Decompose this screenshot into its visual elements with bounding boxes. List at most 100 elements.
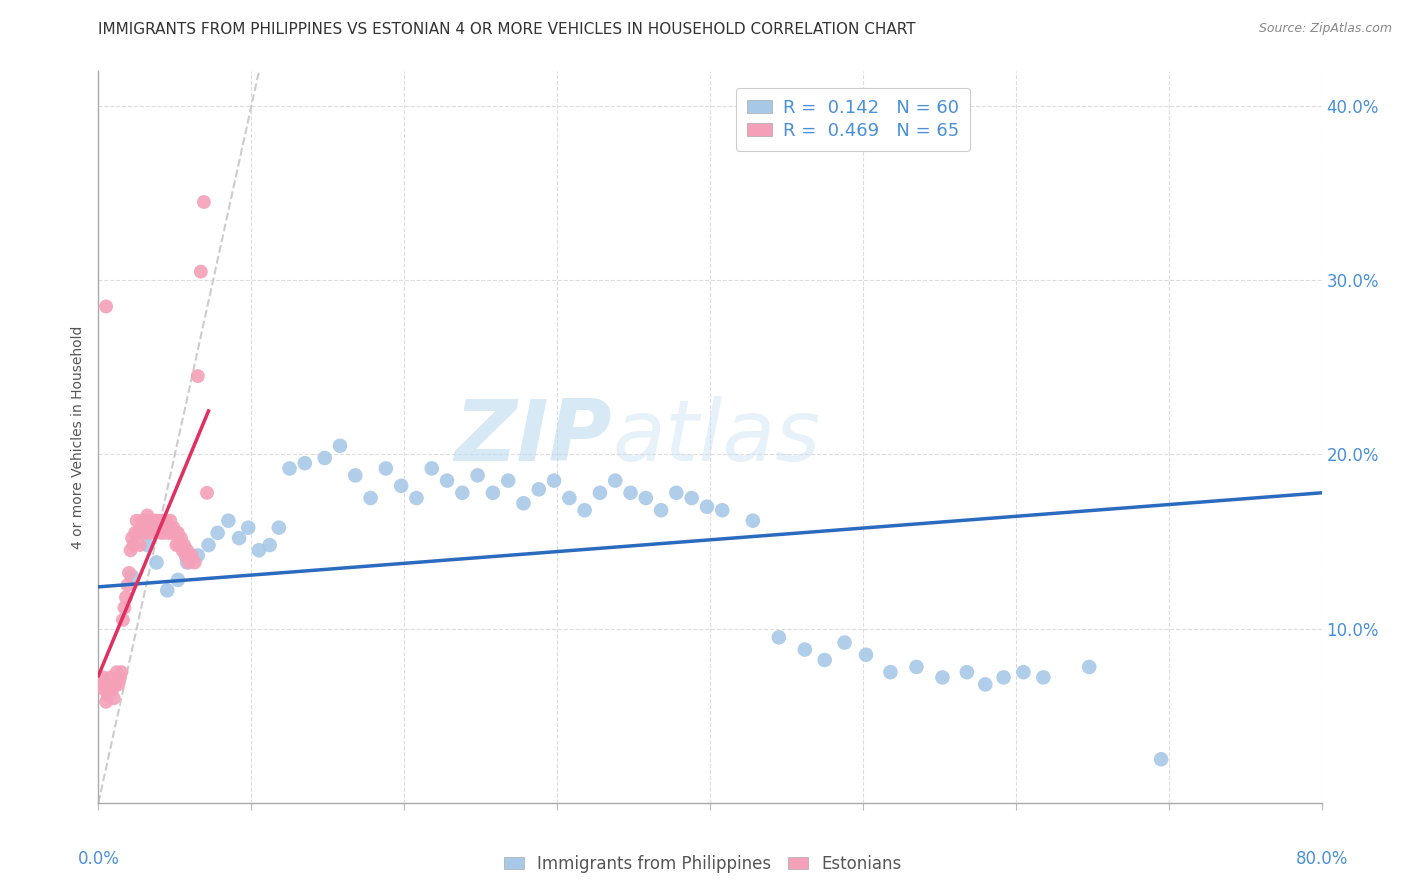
- Point: [93, 682, 115, 697]
- Point: [145, 514, 167, 528]
- Point: [558, 491, 581, 505]
- Point: [142, 514, 165, 528]
- Point: [173, 538, 195, 552]
- Point: [129, 521, 152, 535]
- Point: [115, 591, 138, 605]
- Point: [180, 549, 202, 563]
- Point: [104, 677, 127, 691]
- Point: [94, 695, 117, 709]
- Point: [741, 514, 763, 528]
- Point: [650, 503, 672, 517]
- Point: [165, 538, 187, 552]
- Text: 80.0%: 80.0%: [1295, 850, 1348, 868]
- Point: [1012, 665, 1035, 680]
- Point: [543, 474, 565, 488]
- Point: [184, 556, 207, 570]
- Point: [103, 691, 125, 706]
- Y-axis label: 4 or more Vehicles in Household: 4 or more Vehicles in Household: [72, 326, 86, 549]
- Point: [110, 665, 132, 680]
- Point: [167, 573, 190, 587]
- Point: [125, 514, 148, 528]
- Point: [187, 369, 209, 384]
- Point: [879, 665, 901, 680]
- Point: [294, 456, 316, 470]
- Point: [177, 556, 200, 570]
- Point: [344, 468, 367, 483]
- Point: [156, 521, 179, 535]
- Point: [163, 525, 186, 540]
- Point: [121, 569, 143, 583]
- Point: [267, 521, 290, 535]
- Point: [374, 461, 396, 475]
- Text: 0.0%: 0.0%: [77, 850, 120, 868]
- Text: Source: ZipAtlas.com: Source: ZipAtlas.com: [1258, 22, 1392, 36]
- Point: [105, 665, 128, 680]
- Point: [814, 653, 837, 667]
- Point: [118, 566, 141, 580]
- Point: [150, 525, 173, 540]
- Point: [136, 538, 159, 552]
- Point: [956, 665, 979, 680]
- Point: [278, 461, 301, 475]
- Point: [974, 677, 997, 691]
- Point: [1032, 670, 1054, 684]
- Legend: Immigrants from Philippines, Estonians: Immigrants from Philippines, Estonians: [498, 848, 908, 880]
- Point: [696, 500, 718, 514]
- Point: [405, 491, 427, 505]
- Point: [101, 682, 124, 697]
- Point: [389, 479, 412, 493]
- Point: [228, 531, 250, 545]
- Point: [112, 600, 135, 615]
- Point: [993, 670, 1015, 684]
- Point: [169, 538, 191, 552]
- Point: [1150, 752, 1173, 766]
- Point: [97, 688, 120, 702]
- Point: [94, 300, 117, 314]
- Point: [217, 514, 239, 528]
- Point: [467, 468, 489, 483]
- Point: [711, 503, 734, 517]
- Text: atlas: atlas: [612, 395, 820, 479]
- Point: [167, 525, 190, 540]
- Point: [139, 514, 162, 528]
- Point: [159, 514, 181, 528]
- Point: [162, 521, 184, 535]
- Point: [187, 549, 209, 563]
- Point: [100, 670, 122, 684]
- Point: [190, 265, 212, 279]
- Point: [91, 670, 114, 684]
- Point: [482, 485, 505, 500]
- Point: [135, 514, 157, 528]
- Point: [132, 514, 155, 528]
- Point: [207, 525, 229, 540]
- Point: [193, 194, 215, 209]
- Point: [134, 525, 156, 540]
- Point: [527, 483, 550, 497]
- Text: IMMIGRANTS FROM PHILIPPINES VS ESTONIAN 4 OR MORE VEHICLES IN HOUSEHOLD CORRELAT: IMMIGRANTS FROM PHILIPPINES VS ESTONIAN …: [98, 22, 917, 37]
- Point: [170, 531, 193, 545]
- Point: [145, 556, 167, 570]
- Point: [152, 514, 174, 528]
- Point: [157, 525, 180, 540]
- Point: [153, 525, 176, 540]
- Point: [451, 485, 474, 500]
- Point: [1078, 660, 1101, 674]
- Point: [121, 531, 143, 545]
- Point: [197, 538, 219, 552]
- Point: [172, 543, 194, 558]
- Point: [605, 474, 627, 488]
- Point: [128, 538, 150, 552]
- Point: [905, 660, 928, 674]
- Point: [931, 670, 953, 684]
- Point: [117, 578, 139, 592]
- Point: [174, 549, 197, 563]
- Point: [124, 525, 146, 540]
- Point: [665, 485, 688, 500]
- Point: [176, 556, 198, 570]
- Point: [360, 491, 382, 505]
- Point: [855, 648, 877, 662]
- Point: [238, 521, 260, 535]
- Text: ZIP: ZIP: [454, 395, 612, 479]
- Point: [146, 521, 169, 535]
- Point: [155, 514, 177, 528]
